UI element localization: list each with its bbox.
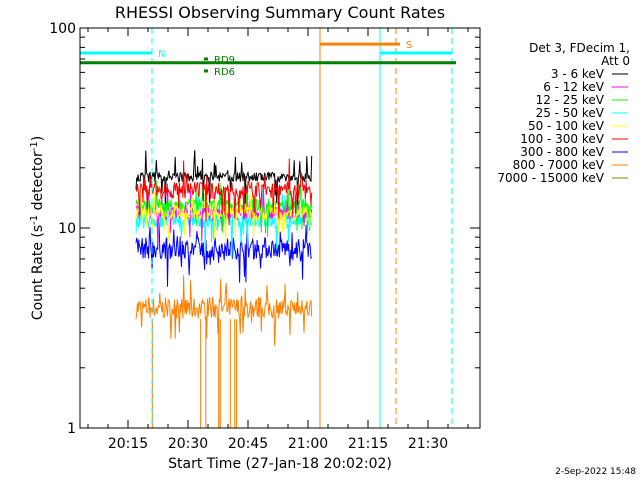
x-tick-label: 20:45 — [228, 436, 268, 452]
legend-label: 100 - 300 keV — [520, 132, 604, 146]
y-axis-label: Count Rate (s-1 detector-1) — [29, 136, 47, 320]
x-axis-label: Start Time (27-Jan-18 20:02:02) — [168, 456, 392, 472]
state-marker-label: RD6 — [214, 67, 235, 78]
legend-label: 7000 - 15000 keV — [497, 171, 604, 185]
series-trace — [135, 179, 313, 237]
series-trace — [135, 275, 313, 346]
x-tick-label: 20:15 — [108, 436, 148, 452]
x-tick-label: 21:30 — [408, 436, 448, 452]
series-trace — [135, 221, 313, 287]
legend-header: Det 3, FDecim 1, — [529, 41, 630, 55]
series-trace — [135, 186, 313, 246]
series-trace — [135, 150, 313, 206]
series-trace — [135, 158, 313, 226]
footer-timestamp: 2-Sep-2022 15:48 — [555, 467, 636, 477]
y-axis: 1 10 100 — [49, 21, 480, 437]
legend-label: 3 - 6 keV — [551, 67, 605, 81]
y-tick-label: 1 — [67, 421, 76, 437]
legend-header: Att 0 — [601, 54, 630, 68]
x-axis: 20:15 20:30 20:45 21:00 21:15 21:30 — [87, 28, 469, 452]
legend-label: 800 - 7000 keV — [513, 158, 605, 172]
plot-frame — [79, 27, 481, 429]
legend-label: 12 - 25 keV — [536, 93, 605, 107]
y-tick-label: 100 — [49, 21, 76, 37]
x-tick-label: 21:00 — [288, 436, 328, 452]
legend-label: 25 - 50 keV — [536, 106, 605, 120]
state-marker-label: RD9 — [214, 55, 235, 66]
state-marker-label: N — [158, 49, 165, 60]
chart-title: RHESSI Observing Summary Count Rates — [115, 3, 445, 22]
legend-label: 50 - 100 keV — [528, 119, 605, 133]
x-tick-label: 20:30 — [168, 436, 208, 452]
x-tick-label: 21:15 — [348, 436, 388, 452]
legend-label: 300 - 800 keV — [520, 145, 604, 159]
state-marker-label: S — [406, 40, 412, 51]
legend-label: 6 - 12 keV — [543, 80, 605, 94]
series-traces — [135, 150, 313, 428]
y-tick-label: 10 — [58, 221, 76, 237]
